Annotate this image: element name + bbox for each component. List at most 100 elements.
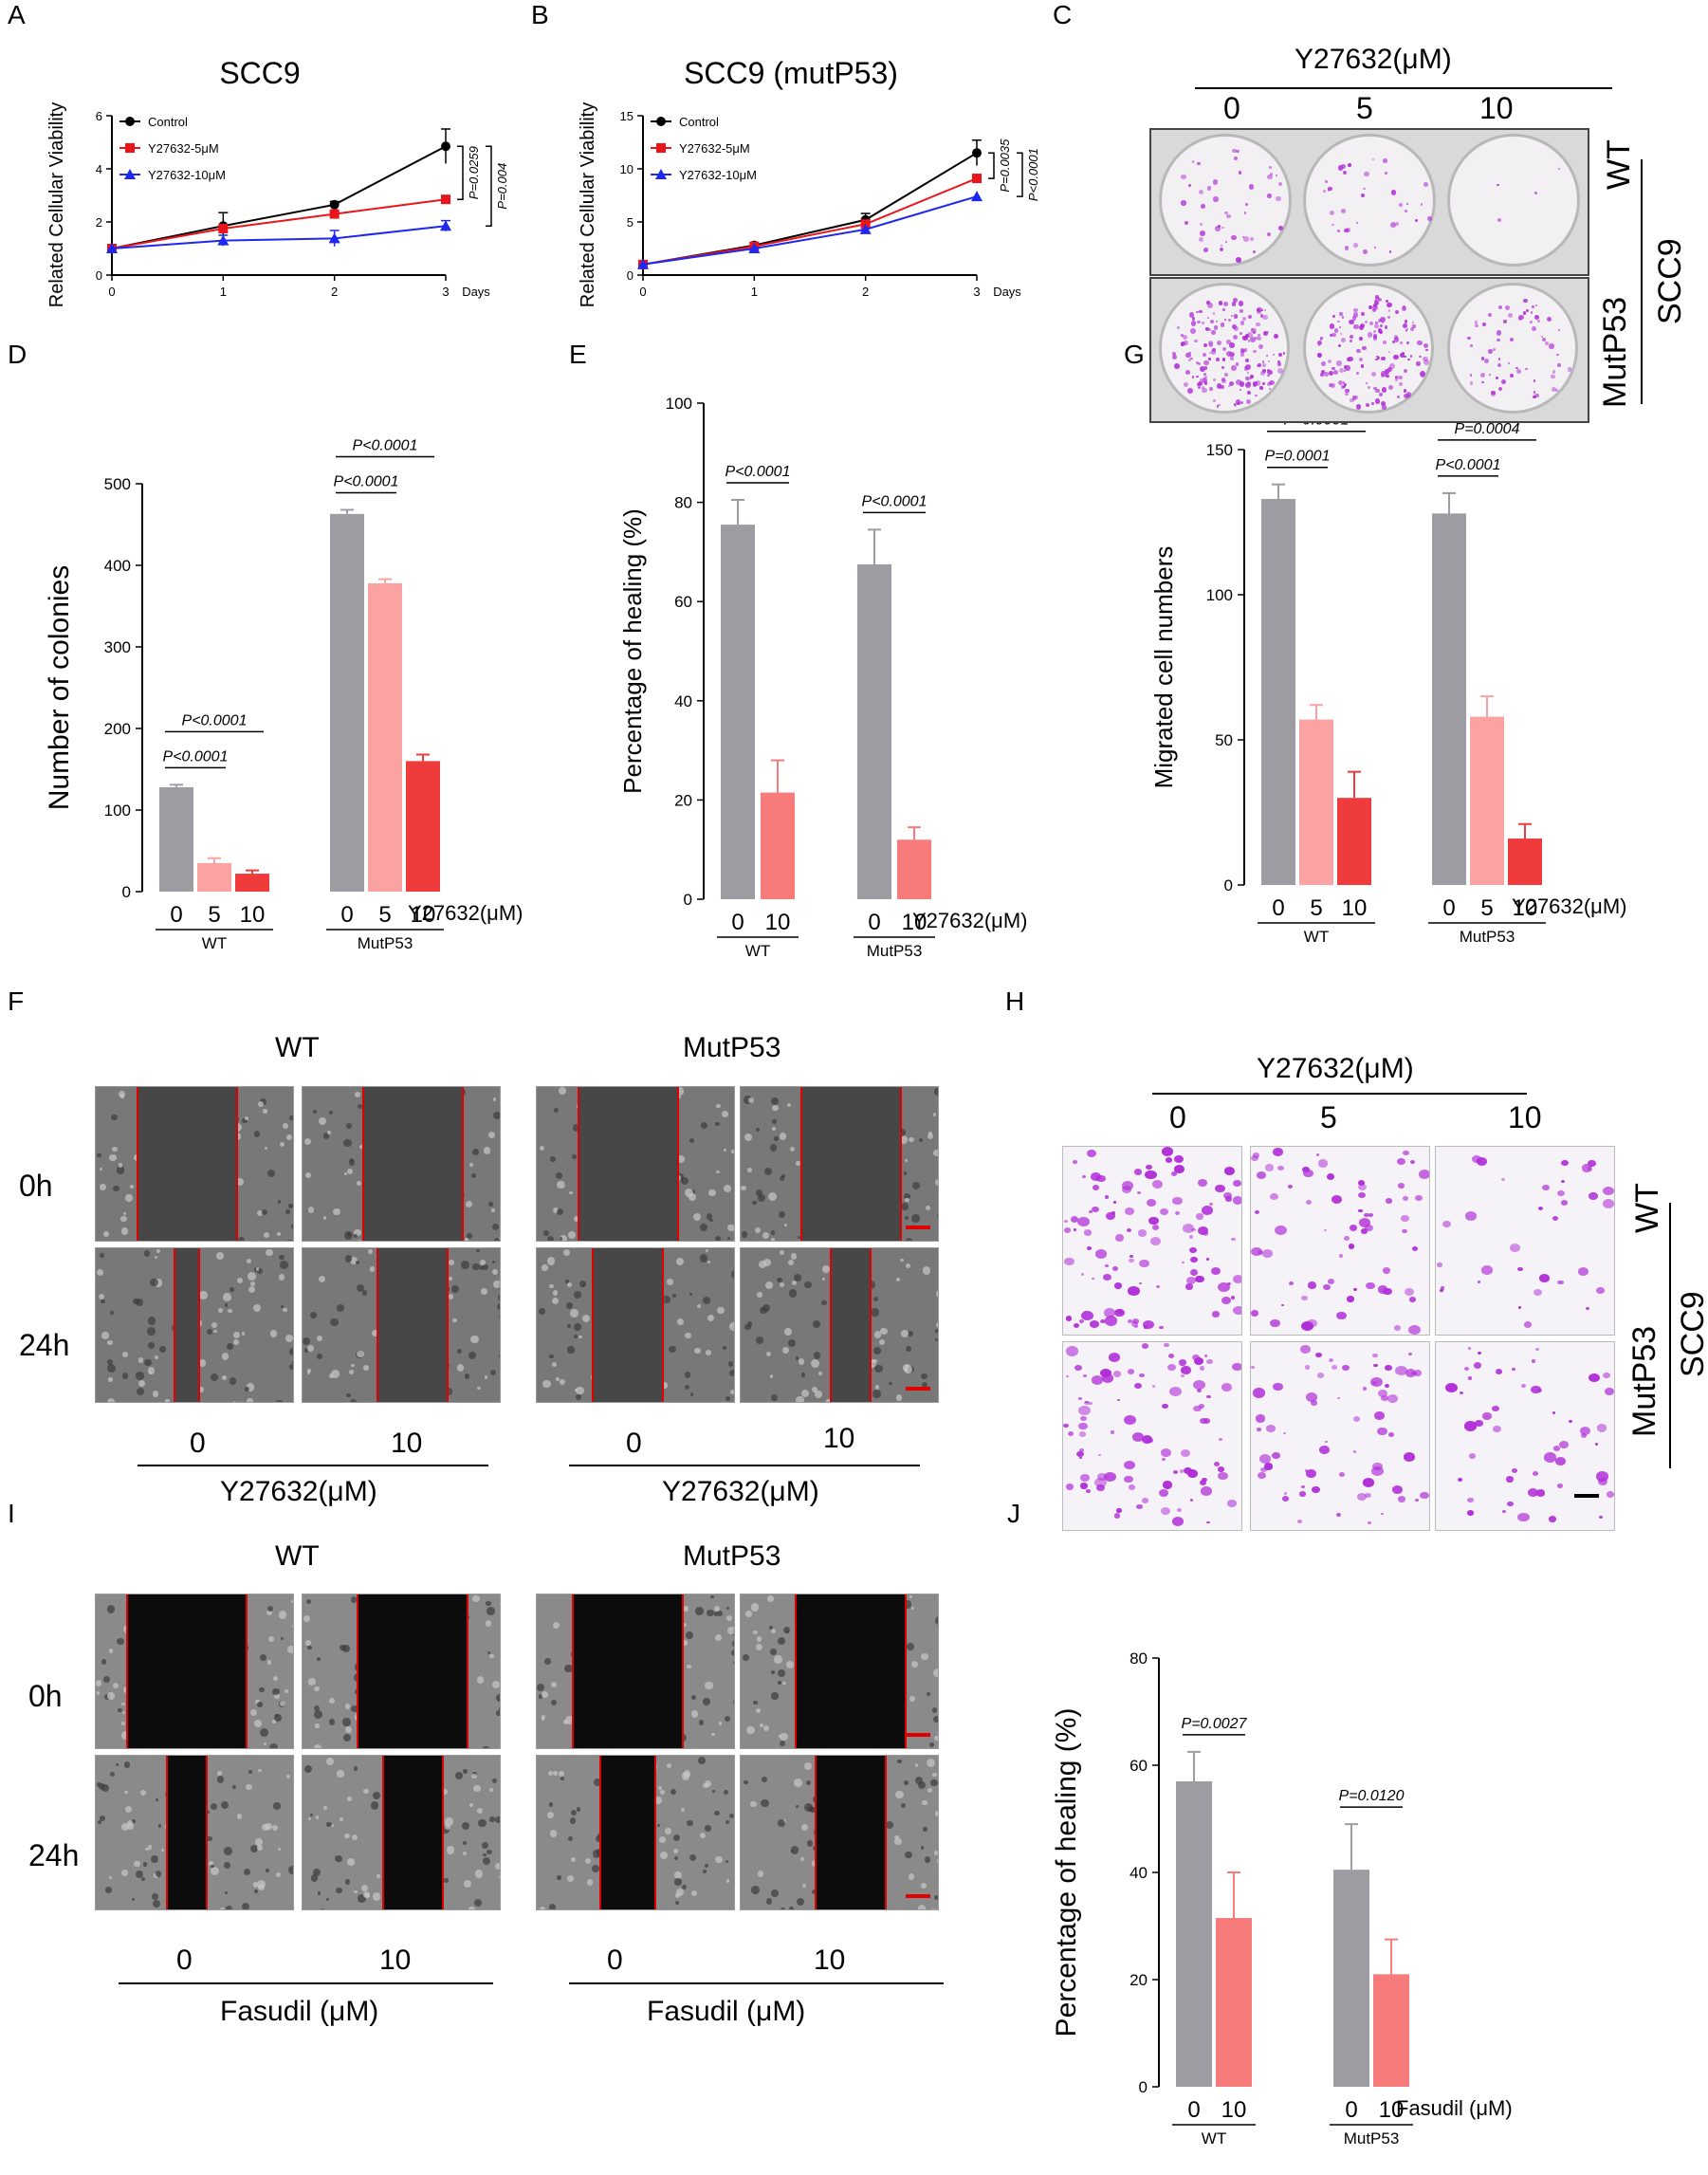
cell-texture	[885, 1820, 893, 1829]
migrated-cell	[1480, 1264, 1494, 1275]
migrated-cell	[1079, 1483, 1089, 1489]
cell-texture	[593, 1778, 602, 1786]
migrated-cell	[1079, 1448, 1084, 1452]
colony-dot	[1405, 341, 1409, 345]
y-tick-label: 300	[104, 638, 131, 656]
cell-texture	[755, 1708, 761, 1714]
cell-texture	[703, 1698, 711, 1706]
cell-texture	[571, 1856, 576, 1862]
cell-texture	[147, 1367, 156, 1374]
colony-dot	[1423, 359, 1430, 366]
cell-texture	[698, 1720, 705, 1725]
cell-texture	[322, 1133, 330, 1139]
cell-texture	[476, 1248, 480, 1253]
colony-dot	[1222, 358, 1226, 361]
cell-texture	[441, 1908, 447, 1909]
cell-texture	[120, 1870, 128, 1876]
cell-texture	[744, 1779, 748, 1785]
colony-dot	[1277, 181, 1283, 187]
wound-edge-line	[654, 1756, 657, 1909]
migrated-cell	[1200, 1480, 1207, 1485]
colony-dot	[1221, 226, 1224, 230]
migrated-cell	[1596, 1471, 1608, 1482]
cell-texture	[233, 1331, 241, 1338]
colony-dot	[1268, 387, 1271, 390]
colony-dot	[1387, 302, 1392, 308]
cell-texture	[271, 1824, 279, 1832]
migrated-cell	[1523, 1321, 1533, 1328]
y-tick-label: 0	[122, 883, 131, 901]
scale-bar	[906, 1387, 930, 1391]
y-tick-label: 100	[666, 395, 692, 413]
cell-texture	[274, 1713, 279, 1718]
cell-texture	[257, 1101, 264, 1107]
transwell-image	[1250, 1146, 1430, 1336]
cell-texture	[552, 1621, 560, 1629]
wound-edge-line	[870, 1248, 872, 1402]
cell-texture	[664, 1827, 671, 1834]
cell-texture	[722, 1345, 727, 1351]
cell-texture	[471, 1773, 477, 1779]
migrated-cell	[1143, 1319, 1154, 1330]
migrated-cell	[1189, 1246, 1197, 1253]
cell-texture	[932, 1772, 937, 1778]
cell-texture	[267, 1635, 275, 1643]
p-value-label: P=0.0120	[1339, 1788, 1405, 1804]
colony-dot	[1533, 391, 1536, 394]
migrated-cell	[1164, 1342, 1170, 1348]
cell-texture	[568, 1230, 576, 1239]
p-value-label: P<0.0001	[725, 464, 791, 480]
panel-letter-c: C	[1053, 0, 1073, 29]
cell-texture	[904, 1158, 909, 1162]
migrated-cell	[1364, 1225, 1373, 1232]
colony-dot	[1317, 341, 1323, 345]
cell-texture	[147, 1844, 153, 1850]
colony-dot	[1523, 298, 1528, 304]
migrated-cell	[1127, 1227, 1132, 1232]
cell-texture	[101, 1783, 110, 1793]
cell-texture	[747, 1097, 755, 1104]
cell-texture	[910, 1214, 920, 1223]
migrated-cell	[1408, 1324, 1422, 1335]
cell-texture	[767, 1595, 775, 1602]
colony-dot	[1507, 361, 1511, 364]
cell-texture	[689, 1392, 694, 1396]
cell-texture	[769, 1144, 778, 1152]
cell-texture	[921, 1652, 928, 1661]
migrated-cell	[1496, 1369, 1503, 1374]
colony-dot	[1276, 361, 1281, 367]
wound-gap	[361, 1087, 462, 1241]
migrated-cell	[1179, 1469, 1185, 1473]
panel-i-group-mutp53: MutP53	[683, 1540, 781, 1572]
cell-texture	[874, 1364, 883, 1373]
migrated-cell	[1129, 1484, 1136, 1490]
colony-dot	[1269, 379, 1275, 386]
cell-texture	[109, 1153, 117, 1162]
cell-texture	[289, 1115, 293, 1120]
colony-dot	[1272, 353, 1275, 356]
cell-texture	[751, 1200, 757, 1206]
migrated-cell	[1086, 1150, 1096, 1157]
cell-texture	[771, 1104, 779, 1112]
migrated-cell	[1066, 1374, 1070, 1378]
cell-texture	[487, 1849, 492, 1855]
migrated-cell	[1198, 1178, 1207, 1187]
migrated-cell	[1317, 1159, 1329, 1168]
cell-texture	[760, 1306, 767, 1315]
colony-dot	[1372, 304, 1378, 311]
cell-texture	[258, 1768, 262, 1773]
cell-texture	[484, 1375, 487, 1379]
migrated-cell	[1108, 1352, 1121, 1363]
colony-dot	[1497, 386, 1502, 391]
migrated-cell	[1581, 1164, 1592, 1172]
category-label: 10	[411, 902, 436, 928]
colony-dot	[1184, 341, 1189, 345]
bar	[406, 761, 440, 892]
colony-dot	[1336, 360, 1342, 366]
cell-texture	[803, 1802, 813, 1812]
migrated-cell	[1552, 1411, 1556, 1415]
cell-texture	[911, 1607, 915, 1611]
cell-texture	[347, 1858, 355, 1866]
cell-texture	[714, 1810, 720, 1816]
legend-marker	[125, 117, 135, 126]
